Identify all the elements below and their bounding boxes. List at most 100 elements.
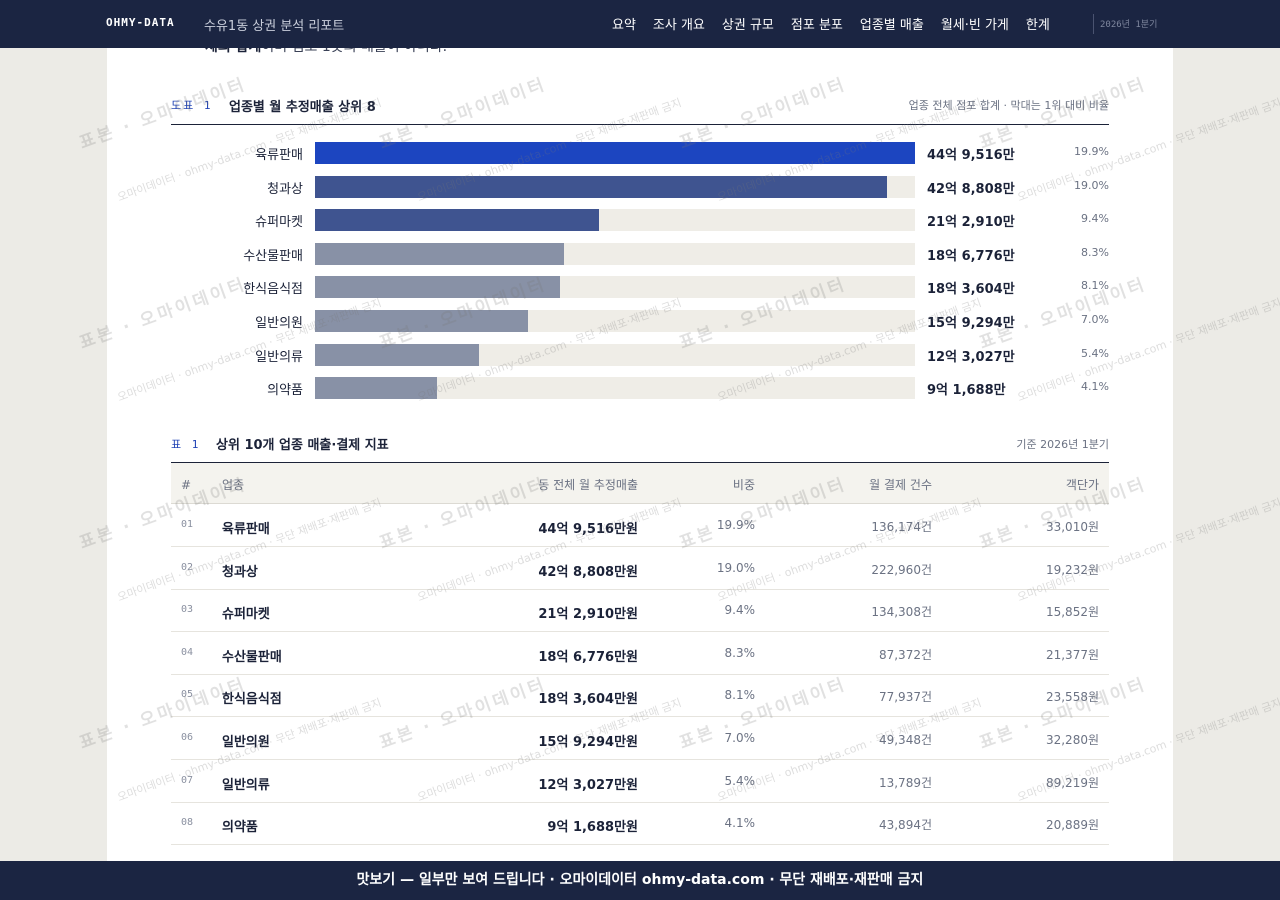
row-share: 9.4% [724, 603, 756, 618]
bar-label: 의약품 [267, 383, 303, 399]
row-industry: 의약품 [222, 820, 258, 836]
bar-row: 슈퍼마켓 21억 2,910만 9.4% [171, 209, 1109, 232]
bar-fill [315, 175, 888, 198]
bar-track [315, 310, 915, 332]
bar-track [315, 175, 915, 198]
column-header-avg-price: 객단가 [1065, 478, 1099, 492]
nav-item-summary[interactable]: 요약 [612, 18, 636, 33]
row-revenue: 42억 8,808만원 [538, 564, 638, 580]
row-payment-count: 43,894건 [878, 818, 932, 833]
table-row: 05 한식음식점 18억 3,604만원 8.1% 77,937건 23,558원 [171, 674, 1109, 718]
row-revenue: 12억 3,027만원 [538, 777, 638, 793]
bar-share: 8.3% [1081, 245, 1109, 259]
bar-value: 21억 2,910만 [927, 215, 1015, 231]
bar-row: 일반의류 12억 3,027만 5.4% [171, 343, 1109, 366]
table-tag: 표 1 [171, 438, 201, 451]
bar-row: 의약품 9억 1,688만 4.1% [171, 377, 1109, 400]
bar-label: 한식음식점 [243, 282, 303, 298]
nav-item-rent-vacancy[interactable]: 월세·빈 가게 [940, 18, 1009, 33]
bar-label: 일반의류 [255, 349, 303, 365]
table-row: 02 청과상 42억 8,808만원 19.0% 222,960건 19,232원 [171, 547, 1109, 590]
column-header-count: 월 결제 건수 [869, 478, 932, 492]
nav-item-store-distribution[interactable]: 점포 분포 [790, 18, 843, 33]
row-revenue: 18억 3,604만원 [538, 692, 638, 708]
bar-fill [315, 142, 915, 164]
bar-label: 슈퍼마켓 [255, 215, 303, 231]
table-note: 기준 2026년 1분기 [1016, 438, 1109, 451]
column-header-no: # [181, 478, 192, 492]
nav-item-survey-overview[interactable]: 조사 개요 [652, 18, 705, 33]
bar-share: 5.4% [1081, 346, 1109, 360]
table-row: 01 육류판매 44억 9,516만원 19.9% 136,174건 33,010원 [171, 504, 1109, 547]
row-industry: 일반의류 [222, 777, 270, 793]
row-industry: 한식음식점 [222, 692, 282, 708]
table-row: 06 일반의원 15억 9,294만원 7.0% 49,348건 32,280원 [171, 717, 1109, 760]
row-number: 03 [181, 604, 194, 616]
row-avg-price: 15,852원 [1045, 605, 1099, 620]
bar-track [315, 343, 915, 366]
table-title: 상위 10개 업종 매출·결제 지표 [216, 438, 389, 453]
table-rule [171, 462, 1109, 463]
row-payment-count: 222,960건 [871, 562, 932, 577]
nav-divider [1093, 14, 1094, 34]
bar-track [315, 276, 915, 299]
row-payment-count: 87,372건 [878, 647, 932, 662]
bar-value: 18억 6,776만 [927, 248, 1015, 264]
row-revenue: 9억 1,688만원 [547, 820, 638, 836]
top-navigation-bar: OHMY-DATA 수유1동 상권 분석 리포트 요약 조사 개요 상권 규모 … [0, 0, 1280, 48]
row-payment-count: 134,308건 [871, 605, 932, 620]
row-payment-count: 49,348건 [878, 733, 932, 747]
row-share: 8.3% [724, 645, 756, 660]
bar-value: 9억 1,688만 [927, 383, 1006, 399]
row-number: 05 [181, 689, 194, 701]
row-avg-price: 33,010원 [1045, 520, 1099, 534]
table-row: 03 슈퍼마켓 21억 2,910만원 9.4% 134,308건 15,852원 [171, 589, 1109, 633]
bar-value: 42억 8,808만 [927, 181, 1015, 197]
row-industry: 청과상 [222, 564, 258, 580]
row-revenue: 21억 2,910만원 [538, 607, 638, 623]
table-row: 04 수산물판매 18억 6,776만원 8.3% 87,372건 21,377원 [171, 632, 1109, 675]
bar-share: 19.0% [1074, 178, 1109, 192]
bar-row: 청과상 42억 8,808만 19.0% [171, 175, 1109, 198]
row-avg-price: 23,558원 [1045, 690, 1099, 705]
row-industry: 일반의원 [222, 735, 270, 750]
figure-title: 업종별 월 추정매출 상위 8 [229, 100, 376, 115]
row-number: 01 [181, 519, 194, 530]
row-share: 7.0% [724, 731, 756, 745]
row-payment-count: 77,937건 [878, 690, 932, 705]
bar-fill [315, 276, 561, 299]
bar-fill [315, 242, 565, 265]
bar-row: 수산물판매 18억 6,776만 8.3% [171, 242, 1109, 265]
bar-label: 일반의원 [255, 316, 303, 331]
nav-item-market-size[interactable]: 상권 규모 [721, 18, 774, 33]
bar-fill [315, 377, 438, 400]
section-nav: 요약 조사 개요 상권 규모 점포 분포 업종별 매출 월세·빈 가게 한계 [612, 14, 1067, 33]
row-revenue: 18억 6,776만원 [538, 649, 638, 665]
row-industry: 슈퍼마켓 [222, 607, 270, 623]
bar-fill [315, 343, 480, 366]
row-payment-count: 136,174건 [871, 520, 932, 534]
row-industry: 수산물판매 [222, 649, 282, 665]
row-number: 07 [181, 774, 194, 786]
row-avg-price: 19,232원 [1045, 562, 1099, 577]
figure-note: 업종 전체 점포 합계 · 막대는 1위 대비 비율 [908, 99, 1109, 112]
figure-header: 도표 1 업종별 월 추정매출 상위 8 업종 전체 점포 합계 · 막대는 1… [171, 96, 1109, 116]
figure-tag: 도표 1 [171, 99, 213, 112]
bar-value: 15억 9,294만 [927, 316, 1015, 331]
nav-item-sales-by-industry[interactable]: 업종별 매출 [859, 18, 924, 33]
bar-row: 육류판매 44억 9,516만 19.9% [171, 142, 1109, 164]
row-number: 08 [181, 817, 194, 829]
bar-track [315, 209, 915, 232]
bar-share: 8.1% [1081, 279, 1109, 293]
footer-banner: 맛보기 — 일부만 보여 드립니다 · 오마이데이터 ohmy-data.com… [0, 861, 1280, 900]
brand-logo[interactable]: OHMY-DATA [106, 16, 175, 29]
bar-value: 44억 9,516만 [927, 148, 1015, 163]
bar-row: 일반의원 15억 9,294만 7.0% [171, 310, 1109, 332]
nav-item-limitations[interactable]: 한계 [1025, 18, 1050, 33]
bar-row: 한식음식점 18억 3,604만 8.1% [171, 276, 1109, 299]
row-share: 5.4% [724, 773, 756, 788]
row-number: 02 [181, 561, 194, 573]
bar-share: 4.1% [1081, 380, 1109, 394]
bar-track [315, 242, 915, 265]
table-header: 표 1 상위 10개 업종 매출·결제 지표 기준 2026년 1분기 [171, 434, 1109, 454]
